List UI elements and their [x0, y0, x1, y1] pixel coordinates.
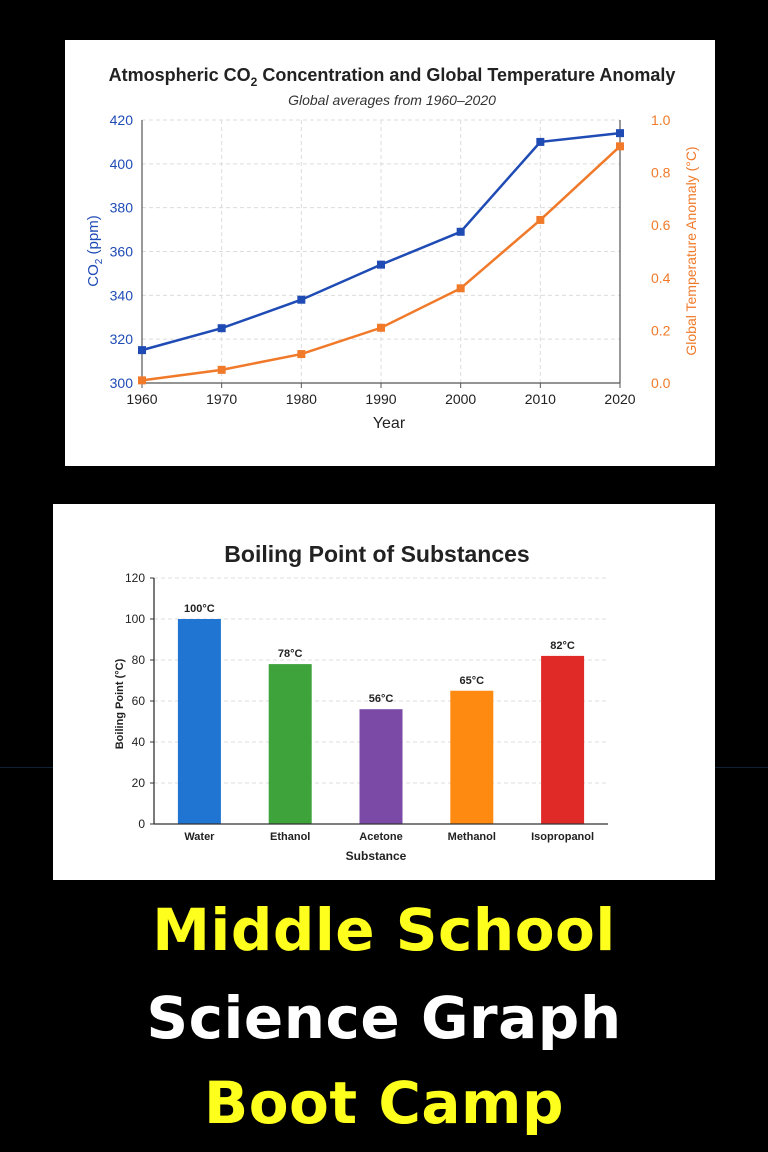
chart1-left-tick-label: 320	[110, 331, 134, 347]
headline-line-3: Boot Camp	[204, 1069, 564, 1137]
chart1-left-tick-label: 300	[110, 375, 134, 391]
chart2-x-tick-label: Water	[184, 831, 215, 843]
chart2-bar	[268, 664, 312, 824]
chart1-left-tick-label: 380	[110, 200, 134, 216]
chart2-data-label: 78°C	[278, 648, 303, 660]
chart1-right-tick-label: 1.0	[651, 112, 671, 128]
chart2-y-tick-label: 100	[125, 612, 145, 626]
chart2-y-axis-label: Boiling Point (°C)	[114, 658, 126, 749]
boiling-point-bar-chart: Boiling Point of Substances Substance Bo…	[114, 541, 608, 863]
chart1-left-tick-label: 420	[110, 112, 134, 128]
chart1-left-tick-label: 360	[110, 244, 134, 260]
chart1-x-tick-label: 2010	[525, 391, 556, 407]
chart2-bar	[541, 655, 585, 824]
chart2-x-tick-label: Isopropanol	[531, 831, 594, 843]
chart2-y-tick-label: 120	[125, 571, 145, 585]
chart2-y-tick-label: 20	[132, 776, 146, 790]
chart1-series-2-point	[297, 350, 306, 359]
chart1-x-tick-label: 1970	[206, 391, 237, 407]
co2-temperature-chart-card: Atmospheric CO2 Concentration and Global…	[65, 40, 715, 466]
chart1-right-tick-label: 0.0	[651, 375, 671, 391]
chart2-y-tick-label: 80	[132, 653, 146, 667]
chart1-series-1-point	[297, 295, 306, 304]
chart2-title: Boiling Point of Substances	[224, 541, 529, 567]
chart2-data-label: 65°C	[460, 675, 485, 687]
chart1-subtitle: Global averages from 1960–2020	[288, 92, 496, 108]
chart1-right-tick-label: 0.6	[651, 217, 671, 233]
chart1-x-tick-label: 2000	[445, 391, 476, 407]
chart2-y-tick-label: 40	[132, 735, 146, 749]
chart1-series-1-point	[377, 260, 385, 269]
chart1-right-axis-label: Global Temperature Anomaly (°C)	[683, 146, 699, 355]
chart2-data-label: 100°C	[184, 603, 215, 615]
chart2-data-label: 56°C	[369, 693, 394, 705]
chart1-series-2-point	[138, 376, 146, 385]
chart1-series-2-point	[217, 365, 226, 374]
chart2-bar	[450, 690, 494, 824]
chart1-series-2-point	[536, 215, 545, 224]
boiling-point-chart-card: Boiling Point of Substances Substance Bo…	[53, 504, 715, 880]
chart1-right-tick-label: 0.4	[651, 270, 671, 286]
chart2-x-tick-label: Methanol	[448, 831, 496, 843]
chart1-series-1-point	[138, 346, 146, 355]
chart1-series-1-point	[456, 227, 465, 236]
chart1-x-tick-label: 1990	[365, 391, 396, 407]
chart2-bar	[177, 619, 221, 824]
co2-temperature-line-chart: Atmospheric CO2 Concentration and Global…	[85, 65, 699, 432]
chart1-series-1-point	[616, 129, 624, 138]
chart2-x-axis-label: Substance	[346, 849, 407, 863]
chart2-x-tick-label: Ethanol	[270, 831, 310, 843]
headline-line-1: Middle School	[152, 896, 616, 964]
chart1-series-2-point	[456, 284, 465, 293]
chart1-x-axis-label: Year	[373, 415, 406, 432]
headline-line-2: Science Graph	[146, 984, 622, 1052]
chart1-x-tick-label: 1980	[286, 391, 317, 407]
chart1-left-tick-label: 340	[110, 287, 134, 303]
chart1-series-1-point	[217, 324, 226, 333]
chart1-right-tick-label: 0.8	[651, 165, 671, 181]
chart2-y-tick-label: 0	[138, 817, 145, 831]
chart2-y-tick-label: 60	[132, 694, 146, 708]
chart1-left-tick-label: 400	[110, 156, 134, 172]
chart1-series-1-point	[536, 137, 545, 146]
chart1-x-tick-label: 1960	[126, 391, 157, 407]
chart2-bar	[359, 709, 403, 824]
chart2-x-tick-label: Acetone	[359, 831, 402, 843]
chart1-left-axis-label: CO2 (ppm)	[85, 215, 105, 286]
chart1-right-tick-label: 0.2	[651, 322, 671, 338]
chart2-data-label: 82°C	[550, 640, 575, 652]
chart1-series-2-point	[616, 142, 624, 151]
chart1-x-tick-label: 2020	[604, 391, 635, 407]
chart1-series-2-point	[377, 323, 385, 332]
chart1-title: Atmospheric CO2 Concentration and Global…	[109, 65, 676, 89]
